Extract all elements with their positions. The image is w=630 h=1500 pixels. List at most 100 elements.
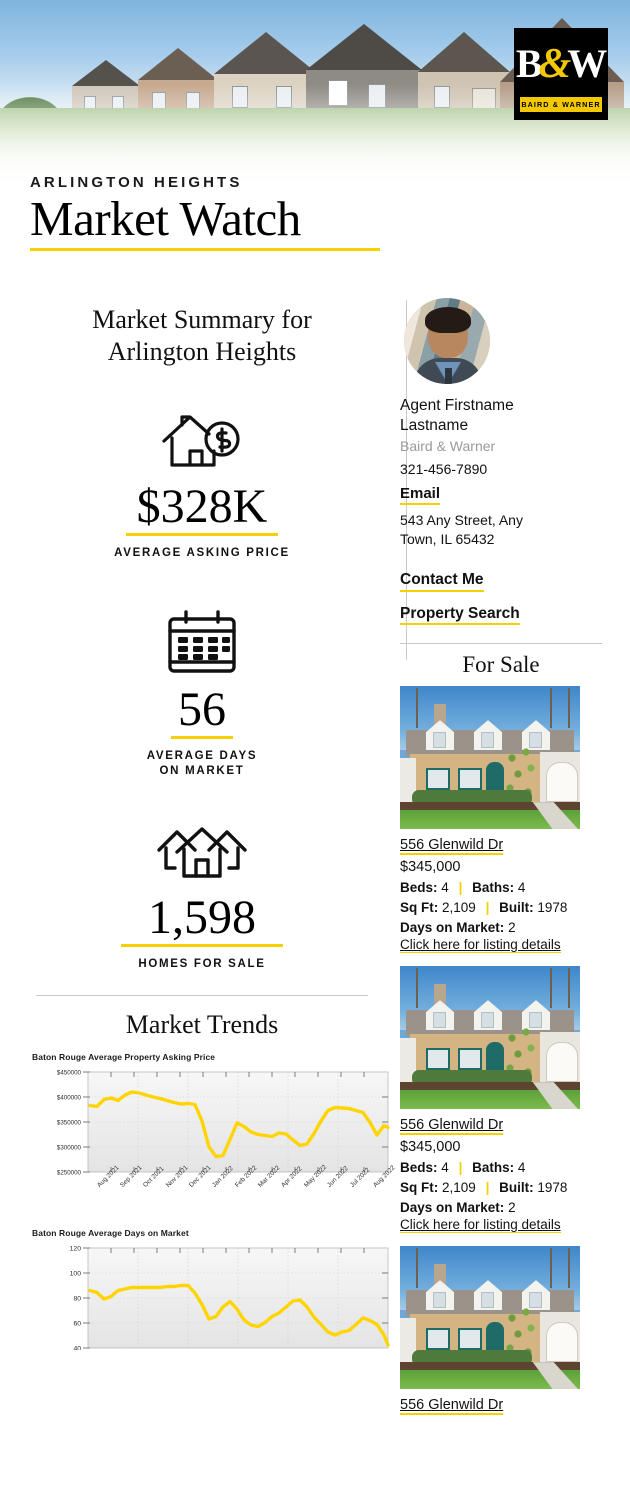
logo-wordmark: BAIRD & WARNER: [520, 97, 602, 112]
summary-column: Market Summary for Arlington Heights: [0, 298, 400, 1427]
built-label: Built:: [499, 1180, 534, 1196]
agent-company: Baird & Warner: [400, 437, 496, 454]
separator-icon: |: [458, 1160, 463, 1176]
chart-1-svg: $450000 $400000 $350000 $300000 $250000: [57, 1069, 390, 1176]
sqft-label: Sq Ft:: [400, 900, 439, 916]
agent-address-line2: Town, IL 65432: [400, 530, 495, 547]
dom-value: 2: [508, 1200, 516, 1216]
listing-price: $345,000: [400, 859, 461, 876]
chart-1-ytick-450000: $450000: [57, 1069, 82, 1076]
beds-value: 4: [441, 880, 449, 896]
stat-average-days-on-market: 56 AVERAGE DAYS ON MARKET: [26, 610, 378, 780]
stat-label: HOMES FOR SALE: [138, 957, 266, 970]
chart-days-on-market: 120 100 80 60 40: [26, 1242, 398, 1350]
listing-card[interactable]: 556 Glenwild Dr $345,000 Beds: 4 | Baths…: [400, 966, 602, 1234]
stat-value: 1,598: [148, 890, 256, 944]
logo-ampersand: &: [538, 41, 572, 87]
agent-address-line1: 543 Any Street, Any: [400, 512, 523, 529]
listing-sqft-built: Sq Ft: 2,109 | Built: 1978: [400, 900, 602, 915]
listing-address[interactable]: 556 Glenwild Dr: [400, 837, 504, 856]
agent-and-listings-column: Agent Firstname Lastname Baird & Warner …: [400, 298, 630, 1427]
stat-label-line1: AVERAGE DAYS: [146, 749, 258, 762]
built-label: Built:: [499, 900, 534, 916]
stat-label: AVERAGE DAYS ON MARKET: [26, 749, 378, 780]
listing-card[interactable]: 556 Glenwild Dr: [400, 1246, 602, 1416]
agent-address: 543 Any Street, Any Town, IL 65432: [400, 511, 602, 548]
listing-photo[interactable]: [400, 1246, 580, 1390]
beds-label: Beds:: [400, 1160, 438, 1176]
listing-days-on-market: Days on Market: 2: [400, 1200, 602, 1215]
house-dollar-icon: [26, 411, 378, 471]
listing-card[interactable]: 556 Glenwild Dr $345,000 Beds: 4 | Baths…: [400, 686, 602, 954]
trends-heading: Market Trends: [125, 1009, 279, 1039]
agent-phone[interactable]: 321-456-7890: [400, 460, 488, 477]
beds-label: Beds:: [400, 880, 438, 896]
logo-monogram: B & W: [516, 35, 607, 93]
listing-photo[interactable]: [400, 686, 580, 830]
dom-label: Days on Market:: [400, 920, 505, 936]
calendar-icon: [26, 610, 378, 674]
agent-name: Agent Firstname Lastname: [400, 396, 602, 436]
listing-address[interactable]: 556 Glenwild Dr: [400, 1397, 504, 1416]
stat-label-line2: ON MARKET: [159, 765, 245, 778]
listing-beds-baths: Beds: 4 | Baths: 4: [400, 880, 602, 895]
chart-1-title: Baton Rouge Average Property Asking Pric…: [32, 1051, 216, 1062]
listing-address[interactable]: 556 Glenwild Dr: [400, 1117, 504, 1136]
stat-average-asking-price: $328K AVERAGE ASKING PRICE: [26, 411, 378, 562]
chart-2-ytick-100: 100: [70, 1270, 82, 1277]
listing-details-link[interactable]: Click here for listing details: [400, 937, 561, 954]
chart-1-ytick-250000: $250000: [57, 1169, 82, 1176]
property-search-link[interactable]: Property Search: [400, 604, 520, 626]
agent-email-link[interactable]: Email: [400, 485, 441, 506]
chart-1-ytick-400000: $400000: [57, 1094, 82, 1101]
column-divider: [406, 300, 407, 660]
separator-icon: |: [485, 1180, 490, 1196]
listing-price: $345,000: [400, 1139, 461, 1156]
stat-value: 56: [178, 682, 226, 736]
agent-avatar: [404, 298, 490, 384]
chart-1-ytick-300000: $300000: [57, 1144, 82, 1151]
stat-label: AVERAGE ASKING PRICE: [114, 547, 290, 560]
listing-photo[interactable]: [400, 966, 580, 1110]
contact-me-link[interactable]: Contact Me: [400, 570, 484, 592]
stat-homes-for-sale: 1,598 HOMES FOR SALE: [26, 824, 378, 973]
summary-heading-line2: Arlington Heights: [107, 336, 297, 366]
content-area: Market Summary for Arlington Heights: [0, 298, 630, 1427]
stat-value: $328K: [136, 480, 268, 534]
chart-2-ytick-80: 80: [73, 1295, 81, 1302]
location-eyebrow: ARLINGTON HEIGHTS: [30, 174, 243, 191]
baths-value: 4: [517, 880, 526, 896]
sqft-value: 2,109: [442, 900, 476, 916]
listing-sqft-built: Sq Ft: 2,109 | Built: 1978: [400, 1180, 602, 1195]
page-title: Market Watch: [30, 191, 301, 246]
summary-heading: Market Summary for Arlington Heights: [26, 304, 378, 367]
baths-label: Baths:: [472, 880, 515, 896]
built-value: 1978: [537, 900, 568, 916]
logo-letter-b: B: [515, 41, 543, 86]
agent-card: Agent Firstname Lastname Baird & Warner …: [400, 298, 602, 626]
chart-2-ytick-120: 120: [70, 1245, 82, 1252]
chart-2-ytick-60: 60: [73, 1320, 81, 1327]
listing-details-link[interactable]: Click here for listing details: [400, 1217, 561, 1234]
summary-heading-line1: Market Summary for: [92, 305, 312, 334]
agent-first-name: Agent Firstname: [400, 397, 514, 414]
chart-1-ytick-350000: $350000: [57, 1119, 82, 1126]
two-houses-icon: [26, 824, 378, 882]
chart-2-line: [88, 1283, 390, 1347]
trends-divider: [36, 994, 368, 996]
baths-label: Baths:: [472, 1160, 515, 1176]
for-sale-divider: [400, 643, 602, 645]
chart-2-title: Baton Rouge Average Days on Market: [32, 1227, 189, 1238]
dom-value: 2: [508, 920, 516, 936]
baird-warner-logo[interactable]: B & W BAIRD & WARNER: [514, 28, 608, 120]
sqft-value: 2,109: [442, 1180, 476, 1196]
chart-1-line: [88, 1089, 390, 1158]
title-underline: [30, 247, 380, 251]
for-sale-heading: For Sale: [462, 652, 540, 678]
hero-banner: B & W BAIRD & WARNER: [0, 0, 630, 200]
separator-icon: |: [458, 880, 463, 896]
page-title-block: ARLINGTON HEIGHTS Market Watch: [30, 174, 380, 251]
logo-letter-w: W: [567, 41, 607, 86]
listing-days-on-market: Days on Market: 2: [400, 920, 602, 935]
